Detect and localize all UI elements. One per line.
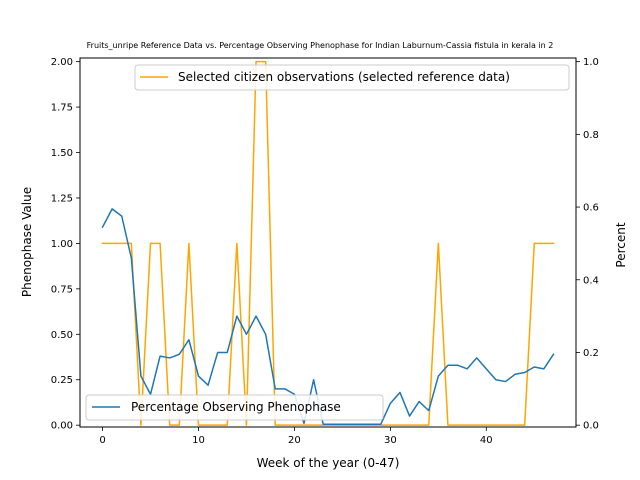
chart-title: Fruits_unripe Reference Data vs. Percent… bbox=[87, 41, 554, 50]
left-y-tick-label: 1.00 bbox=[51, 239, 73, 250]
plot-frame bbox=[79, 57, 577, 428]
left-y-axis-label: Phenophase Value bbox=[20, 187, 34, 297]
x-tick-label: 40 bbox=[480, 435, 493, 446]
x-axis: 0 10 20 30 40 bbox=[99, 427, 493, 446]
series-line-citizen-observations bbox=[101, 60, 555, 426]
right-y-tick-label: 0.4 bbox=[583, 275, 599, 286]
right-y-axis-label: Percent bbox=[614, 222, 628, 267]
legend-citizen-observations: Selected citizen observations (selected … bbox=[134, 64, 570, 91]
series-layer bbox=[101, 60, 555, 426]
right-y-tick-label: 0.8 bbox=[583, 130, 599, 141]
plot-area: 0 10 20 30 40 0.00 0.25 0.50 0.75 1.00 1.25 1.50 1.… bbox=[51, 57, 599, 446]
left-y-tick-label: 0.50 bbox=[51, 330, 73, 341]
x-tick-label: 30 bbox=[384, 435, 397, 446]
right-y-tick-label: 1.0 bbox=[583, 57, 599, 68]
right-y-tick-label: 0.0 bbox=[583, 421, 599, 432]
legend-box bbox=[85, 394, 384, 421]
legend-percentage-observing: Percentage Observing Phenophase bbox=[85, 394, 384, 421]
left-y-tick-label: 1.75 bbox=[51, 103, 73, 114]
left-y-tick-label: 2.00 bbox=[51, 57, 73, 68]
right-y-tick-label: 0.6 bbox=[583, 203, 599, 214]
series-line-percentage-observing bbox=[101, 208, 555, 426]
left-y-tick-label: 1.50 bbox=[51, 148, 73, 159]
x-axis-label: Week of the year (0-47) bbox=[257, 456, 400, 470]
right-y-tick-label: 0.2 bbox=[583, 348, 599, 359]
left-y-tick-label: 0.75 bbox=[51, 284, 73, 295]
legend-label-citizen: Selected citizen observations (selected … bbox=[178, 70, 510, 84]
x-tick-label: 0 bbox=[99, 435, 105, 446]
left-y-tick-label: 0.00 bbox=[51, 421, 73, 432]
left-y-tick-label: 1.25 bbox=[51, 193, 73, 204]
legend-label-percentage: Percentage Observing Phenophase bbox=[131, 400, 341, 414]
x-tick-label: 20 bbox=[288, 435, 301, 446]
x-tick-label: 10 bbox=[192, 435, 205, 446]
right-y-axis: 0.0 0.2 0.4 0.6 0.8 1.0 bbox=[576, 57, 599, 432]
left-y-tick-label: 0.25 bbox=[51, 375, 73, 386]
legend-box bbox=[134, 64, 570, 91]
left-y-axis: 0.00 0.25 0.50 0.75 1.00 1.25 1.50 1.75 2.00 bbox=[51, 57, 80, 432]
